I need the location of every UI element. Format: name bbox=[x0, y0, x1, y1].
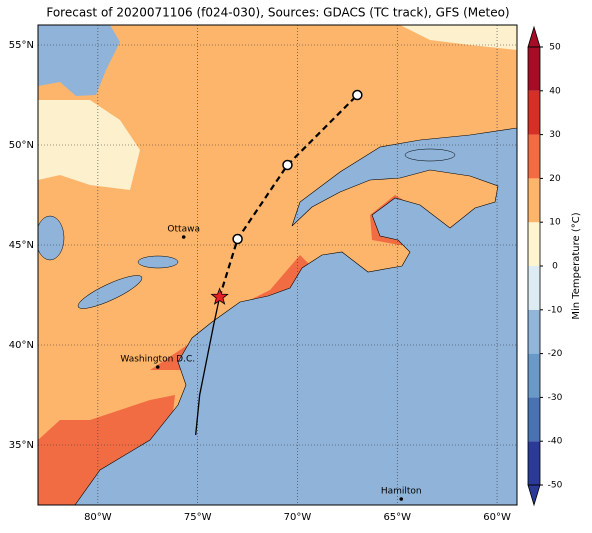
basemap bbox=[38, 25, 517, 505]
bay bbox=[38, 25, 120, 96]
track-history bbox=[195, 296, 221, 436]
track-forecast bbox=[218, 94, 359, 298]
y-tick-label: 35°N bbox=[9, 440, 34, 451]
forecast-position bbox=[352, 89, 363, 101]
x-tick-label: 65°W bbox=[383, 512, 411, 523]
y-tick-label: 40°N bbox=[9, 340, 34, 351]
y-tick-label: 50°N bbox=[9, 140, 34, 151]
colorbar-band bbox=[528, 309, 540, 354]
colorbar-band bbox=[528, 266, 540, 310]
colorbar-tick-label: 20 bbox=[549, 174, 561, 184]
colorbar-tick-label: 30 bbox=[549, 130, 561, 140]
colorbar-tick-label: -50 bbox=[548, 481, 563, 491]
colorbar-band bbox=[528, 47, 540, 91]
lake bbox=[137, 255, 179, 269]
lake bbox=[38, 215, 65, 261]
city-label: Hamilton bbox=[381, 487, 422, 497]
x-tick-label: 70°W bbox=[284, 512, 312, 523]
lake bbox=[77, 275, 143, 309]
colorbar-band bbox=[528, 441, 540, 485]
colorbar-tick-label: -40 bbox=[548, 437, 563, 447]
colorbar-extend bbox=[527, 25, 541, 48]
colorbar-tick-label: 0 bbox=[552, 262, 558, 272]
grid bbox=[38, 25, 517, 505]
colorbar-tick-label: 40 bbox=[549, 86, 561, 96]
colorbar-band bbox=[528, 134, 540, 179]
x-tick-label: 75°W bbox=[184, 512, 212, 523]
warm-land bbox=[150, 255, 310, 370]
ocean bbox=[74, 127, 517, 505]
colorbar-tick-label: 10 bbox=[549, 218, 561, 228]
warm-land bbox=[38, 395, 175, 505]
city-label: Washington D.C. bbox=[120, 355, 195, 365]
y-tick-label: 55°N bbox=[9, 40, 34, 51]
city-marker bbox=[155, 365, 160, 369]
colorbar-tick-label: -20 bbox=[548, 349, 563, 359]
colorbar-band bbox=[528, 178, 540, 223]
overlay: Ottawa Washington D.C. Hamilton bbox=[120, 89, 422, 501]
colorbar-band bbox=[528, 222, 540, 266]
chart-title: Forecast of 2020071106 (f024-030), Sourc… bbox=[46, 6, 509, 20]
colorbar-extend bbox=[527, 484, 541, 507]
colorbar-tick-label: -30 bbox=[548, 393, 563, 403]
colorbar-band bbox=[528, 90, 540, 135]
colorbar-label: Min Temperature (°C) bbox=[571, 212, 582, 319]
city-marker bbox=[399, 497, 404, 501]
x-tick-label: 60°W bbox=[483, 512, 511, 523]
forecast-position bbox=[282, 159, 293, 171]
colorbar-band bbox=[528, 397, 540, 442]
map-frame bbox=[37, 24, 518, 506]
city-label: Ottawa bbox=[167, 225, 200, 235]
city-marker bbox=[181, 235, 186, 239]
colorbar-tick-label: -10 bbox=[548, 305, 563, 315]
forecast-position bbox=[232, 233, 243, 245]
y-tick-label: 45°N bbox=[9, 240, 34, 251]
colorbar-tick-label: 50 bbox=[549, 43, 561, 53]
cold-land bbox=[400, 25, 517, 50]
colorbar-band bbox=[528, 353, 540, 398]
island bbox=[404, 148, 456, 162]
colorbar: -50 -40 -30 -20 -10 0 10 20 30 40 50 bbox=[527, 25, 563, 507]
x-tick-label: 80°W bbox=[84, 512, 112, 523]
storm-position bbox=[210, 287, 229, 305]
